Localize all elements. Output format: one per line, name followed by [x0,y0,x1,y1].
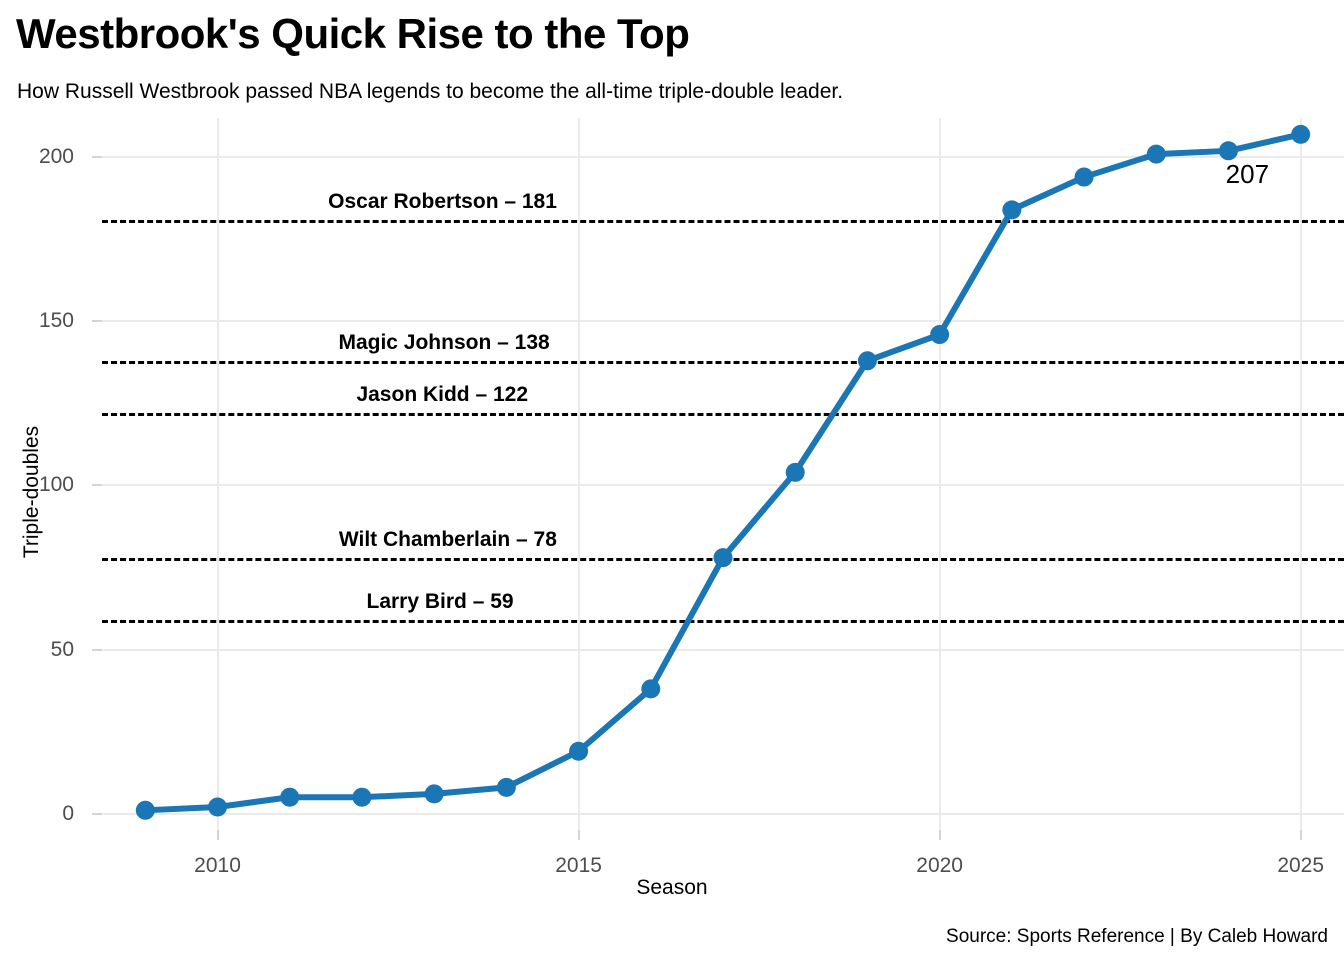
x-axis-tick-mark [938,830,941,840]
data-point [280,787,300,807]
reference-line [102,219,1344,223]
data-point [1146,144,1166,164]
gridline-horizontal [102,484,1344,487]
data-point [930,325,950,345]
reference-line [102,413,1344,417]
gridline-vertical [1299,118,1302,830]
reference-line [102,360,1344,364]
x-axis-tick-label: 2015 [555,854,602,877]
data-point [135,800,155,820]
data-point [569,741,589,761]
gridline-horizontal [102,320,1344,323]
y-axis-tick-label: 200 [38,145,74,169]
x-axis-title: Season [636,876,708,899]
y-axis-tick-mark [92,484,102,487]
gridline-horizontal [102,812,1344,815]
data-point [857,351,877,371]
reference-line-label: Oscar Robertson – 181 [328,189,557,213]
plot-area: Oscar Robertson – 181 Magic Johnson – 138… [102,118,1344,830]
source-caption: Source: Sports Reference | By Caleb Howa… [946,926,1328,947]
line-series [135,124,1311,820]
chart-title: Westbrook's Quick Rise to the Top [16,10,690,57]
gridline-vertical [577,118,580,830]
x-axis-tick-mark [577,830,580,840]
reference-line-label: Wilt Chamberlain – 78 [338,527,557,551]
gridline-horizontal [102,156,1344,159]
x-axis-tick-mark [1299,830,1302,840]
y-axis-tick-label: 100 [38,473,74,497]
y-axis-tick-mark [92,320,102,323]
reference-line-label: Jason Kidd – 122 [356,383,529,407]
reference-line [102,620,1344,623]
y-axis-tick-label: 0 [62,801,74,825]
end-value-label: 207 [1225,159,1270,190]
y-axis-tick-mark [92,648,102,651]
data-point [424,784,444,804]
data-point [1074,167,1094,187]
data-point [641,679,661,699]
y-axis-tick-mark [92,156,102,159]
data-point [1218,141,1238,161]
gridline-horizontal [102,648,1344,651]
data-point [1002,200,1022,220]
series-points [135,124,1311,820]
reference-line-label: Larry Bird – 59 [366,590,514,613]
data-point [1291,124,1311,144]
reference-line-label: Magic Johnson – 138 [338,330,550,354]
gridline-vertical [216,118,219,830]
y-axis-tick-label: 150 [38,309,74,333]
data-point [713,548,733,568]
x-axis-tick-mark [216,830,219,840]
x-axis-tick-label: 2010 [194,854,241,877]
x-axis-tick-label: 2020 [916,854,963,877]
data-point [208,797,228,817]
y-axis-tick-mark [92,812,102,815]
x-axis-tick-label: 2025 [1277,854,1325,877]
y-axis-tick-label: 50 [50,637,74,661]
data-point [352,787,372,807]
data-point [785,462,805,482]
series-line [142,131,1304,814]
data-point [496,777,516,797]
chart-subtitle: How Russell Westbrook passed NBA legends… [17,80,844,103]
gridline-vertical [938,118,941,830]
